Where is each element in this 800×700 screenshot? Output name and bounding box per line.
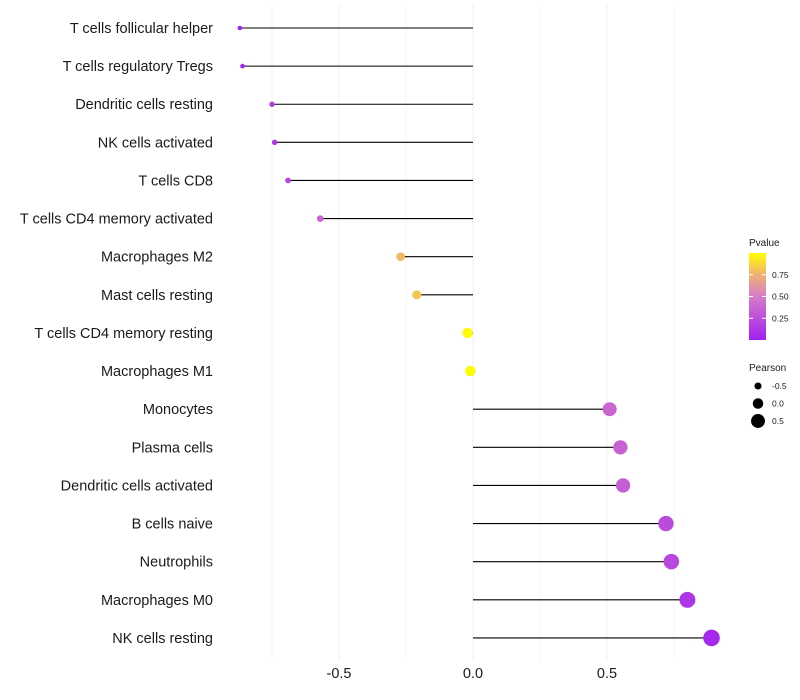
pearson-legend-label: 0.0 [772,399,784,409]
category-label: T cells follicular helper [70,21,213,37]
category-label: T cells CD4 memory activated [20,212,213,228]
point-dendritic-cells-activated [616,478,630,492]
points [238,26,720,647]
point-mast-cells-resting [412,290,421,299]
pearson-legend-key [751,414,765,428]
category-label: T cells CD8 [138,173,213,189]
category-label: Mast cells resting [101,288,213,304]
x-tick-label: 0.0 [463,666,483,682]
category-label: Monocytes [143,402,213,418]
point-macrophages-m1 [465,366,475,376]
pvalue-legend-label: 0.25 [772,313,789,323]
category-label: Dendritic cells resting [75,97,213,113]
category-label: Macrophages M1 [101,364,213,380]
pearson-legend-key [754,382,761,389]
pearson-legend-title: Pearson [749,363,786,374]
point-b-cells-naive [658,516,673,531]
category-label: NK cells activated [98,135,213,151]
pearson-legend-label: 0.5 [772,416,784,426]
lollipop-chart: T cells follicular helper T cells regulat… [0,0,800,700]
pvalue-legend-label: 0.50 [772,292,789,302]
point-t-cells-follicular-helper [238,26,243,31]
x-tick-label: -0.5 [327,666,352,682]
point-t-cells-cd4-memory-resting [462,328,472,338]
x-tick-label: 0.5 [597,666,617,682]
category-label: NK cells resting [112,631,213,647]
point-dendritic-cells-resting [269,102,274,107]
point-t-cells-cd8 [285,178,291,184]
point-macrophages-m0 [679,592,695,608]
point-macrophages-m2 [396,252,405,261]
point-nk-cells-resting [703,630,720,647]
point-nk-cells-activated [272,140,277,145]
category-label: Neutrophils [140,555,213,571]
category-label: Plasma cells [132,440,213,456]
category-label: T cells CD4 memory resting [34,326,213,342]
point-monocytes [603,402,617,416]
pvalue-legend-label: 0.75 [772,270,789,280]
category-label: Macrophages M0 [101,593,213,609]
category-label: Macrophages M2 [101,250,213,266]
stems [240,28,712,638]
category-label: T cells regulatory Tregs [63,59,213,75]
category-label: B cells naive [132,517,213,533]
pearson-legend-key [753,398,764,409]
point-t-cells-regulatory-tregs [240,64,245,69]
x-axis-ticks: -0.5 0.0 0.5 [327,666,618,682]
point-neutrophils [664,554,680,570]
point-plasma-cells [613,440,627,454]
category-labels: T cells follicular helper T cells regulat… [20,21,213,647]
pvalue-legend-title: Pvalue [749,238,780,249]
category-label: Dendritic cells activated [61,478,213,494]
pearson-legend-label: -0.5 [772,381,787,391]
legend: Pvalue 0.75 0.50 0.25 Pearson -0.5 0.0 0.5 [749,238,789,428]
point-t-cells-cd4-memory-activated [317,215,324,222]
